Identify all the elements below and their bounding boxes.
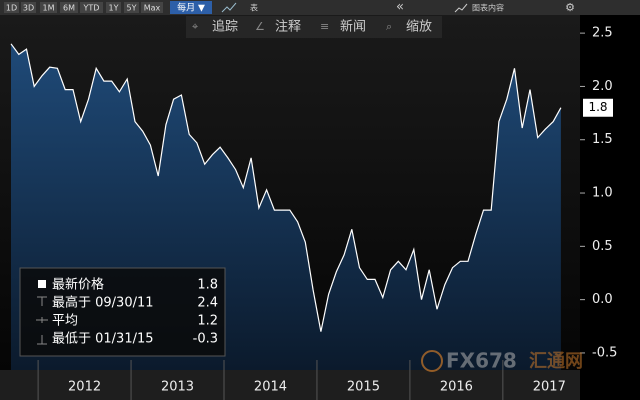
y-tick-label: 0.0 <box>592 292 613 307</box>
range-button[interactable] <box>4 2 19 13</box>
last-value-label: 1.8 <box>588 100 607 114</box>
watermark-brand: FX678 <box>446 349 517 373</box>
range-label: 1M <box>43 4 55 13</box>
y-tick-label: 2.5 <box>592 26 613 41</box>
range-button[interactable] <box>106 2 121 13</box>
range-button[interactable] <box>124 2 139 13</box>
legend-label: 最低于 01/31/15 <box>52 332 154 347</box>
range-label: 1Y <box>109 4 119 13</box>
y-tick-label: -0.5 <box>592 345 617 360</box>
y-tick-label: 0.5 <box>592 239 613 254</box>
chart-icon[interactable] <box>221 2 237 13</box>
legend-icon <box>38 280 46 288</box>
tool-button[interactable]: 新闻 <box>340 19 366 35</box>
collapse-button[interactable]: « <box>396 0 404 15</box>
period-button[interactable] <box>170 1 212 14</box>
range-label: 6M <box>63 4 75 13</box>
x-tick-label: 2012 <box>68 380 101 395</box>
x-tick-label: 2016 <box>440 380 473 395</box>
tool-button[interactable]: 注释 <box>275 20 301 35</box>
x-axis-band <box>0 370 580 400</box>
tools-bar <box>186 16 442 38</box>
range-label: Max <box>144 4 161 13</box>
range-button[interactable] <box>40 2 57 13</box>
range-button[interactable] <box>21 2 36 13</box>
content-button[interactable]: 图表内容 <box>472 3 504 13</box>
legend-label: 最新价格 <box>52 277 104 293</box>
x-tick-label: 2014 <box>254 380 287 395</box>
x-tick-label: 2013 <box>161 380 194 395</box>
y-tick-label: 1.5 <box>592 132 613 147</box>
tool-icon: ⌖ <box>192 20 198 33</box>
legend-icon <box>36 317 48 323</box>
legend-value: 1.2 <box>197 314 218 329</box>
range-button[interactable] <box>60 2 78 13</box>
tool-icon: ∠ <box>255 20 265 33</box>
range-label: 3D <box>23 4 34 13</box>
legend-value: 2.4 <box>197 296 218 311</box>
legend-label: 最高于 09/30/11 <box>52 295 154 311</box>
tool-button[interactable]: 缩放 <box>406 19 432 35</box>
last-value-box <box>583 98 613 117</box>
watermark-site: 汇通网 <box>529 351 583 372</box>
range-label: YTD <box>83 4 100 13</box>
range-label: 5Y <box>127 4 137 13</box>
period-label: 每月 ▼ <box>177 2 205 14</box>
y-tick-label: 1.0 <box>592 186 613 201</box>
table-button[interactable]: 表 <box>250 3 258 13</box>
tool-icon: ≡ <box>320 20 329 33</box>
legend-value: -0.3 <box>193 332 218 347</box>
x-tick-label: 2015 <box>347 380 380 395</box>
tool-icon: ⌕ <box>386 20 392 33</box>
content-icon[interactable] <box>454 3 468 13</box>
range-button[interactable] <box>141 2 163 13</box>
y-tick-label: 2.0 <box>592 79 613 94</box>
range-button[interactable] <box>80 2 103 13</box>
tool-button[interactable]: 追踪 <box>212 19 238 35</box>
legend-icon <box>37 335 47 345</box>
x-tick-label: 2017 <box>533 380 566 395</box>
legend-icon <box>37 296 47 306</box>
legend-box <box>19 267 226 357</box>
line <box>10 43 562 332</box>
legend-label: 平均 <box>52 314 78 329</box>
range-label: 1D <box>6 4 17 13</box>
legend-value: 1.8 <box>197 278 218 293</box>
settings-button[interactable]: ⚙ <box>565 1 575 14</box>
watermark-logo <box>421 350 443 372</box>
